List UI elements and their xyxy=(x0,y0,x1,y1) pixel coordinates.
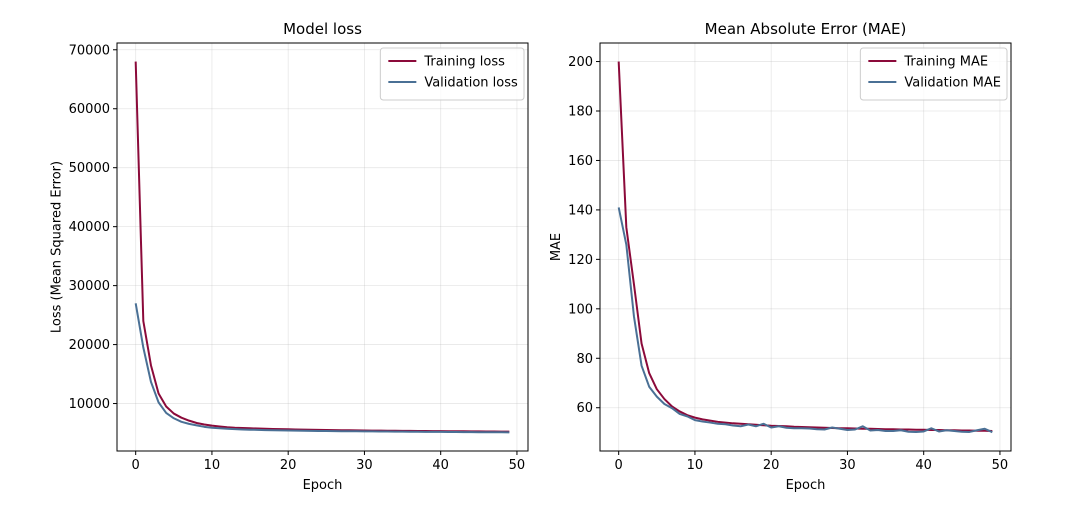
mae-y-tick-label: 180 xyxy=(568,105,593,120)
loss-x-tick-label: 0 xyxy=(132,458,140,473)
loss-x-tick-label: 40 xyxy=(432,458,449,473)
mae-chart-title: Mean Absolute Error (MAE) xyxy=(705,20,907,38)
mae-x-tick-label: 10 xyxy=(687,458,704,473)
loss-x-tick-label: 20 xyxy=(280,458,297,473)
mae-y-axis-label: MAE xyxy=(549,233,564,261)
loss-legend-label-training: Training loss xyxy=(423,55,505,70)
loss-y-tick-label: 70000 xyxy=(69,43,110,58)
loss-y-tick-label: 10000 xyxy=(69,397,110,412)
mae-chart: 0 10 20 30 40 50 60 80 100 120 140 160 180 200 Mean Ab… xyxy=(549,20,1012,493)
mae-y-tick-label: 140 xyxy=(568,203,593,218)
mae-axes-frame xyxy=(599,42,1012,452)
loss-y-axis-label: Loss (Mean Squared Error) xyxy=(50,161,65,333)
mae-x-tick-label: 20 xyxy=(763,458,780,473)
mae-y-tick-label: 120 xyxy=(568,253,593,268)
mae-x-tick-label: 40 xyxy=(915,458,932,473)
mae-legend-box xyxy=(859,47,1008,101)
mae-y-tick-label: 100 xyxy=(568,302,593,317)
mae-legend-label-training: Training MAE xyxy=(903,55,988,70)
loss-y-tick-label: 40000 xyxy=(69,220,110,235)
mae-series-line-validation xyxy=(617,207,993,434)
mae-y-tick-label: 80 xyxy=(576,352,593,367)
mae-series-line-training xyxy=(617,61,993,432)
loss-legend: Training loss Validation loss xyxy=(379,47,525,101)
mae-y-tick-label: 160 xyxy=(568,154,593,169)
loss-y-tick-label: 60000 xyxy=(69,102,110,117)
loss-x-tick-label: 30 xyxy=(356,458,373,473)
mae-y-tick-label: 200 xyxy=(568,55,593,70)
loss-y-tick-label: 20000 xyxy=(69,338,110,353)
loss-x-axis-label: Epoch xyxy=(303,478,343,493)
mae-x-tick-label: 30 xyxy=(839,458,856,473)
mae-y-tick-label: 60 xyxy=(576,401,593,416)
loss-series-line-validation xyxy=(134,303,510,434)
loss-chart-title: Model loss xyxy=(283,20,362,38)
mae-legend: Training MAE Validation MAE xyxy=(859,47,1008,101)
loss-x-tick-label: 50 xyxy=(509,458,526,473)
loss-chart: 0 10 20 30 40 50 10000 20000 30000 40000 50000 6000… xyxy=(50,20,529,493)
loss-y-tick-label: 30000 xyxy=(69,279,110,294)
mae-x-axis-label: Epoch xyxy=(786,478,826,493)
loss-legend-label-validation: Validation loss xyxy=(424,76,518,91)
loss-y-tick-label: 50000 xyxy=(69,161,110,176)
mae-x-tick-label: 50 xyxy=(992,458,1009,473)
mae-legend-label-validation: Validation MAE xyxy=(904,76,1001,91)
loss-x-tick-label: 10 xyxy=(204,458,221,473)
mae-x-tick-label: 0 xyxy=(615,458,623,473)
loss-axes-frame xyxy=(116,42,529,452)
